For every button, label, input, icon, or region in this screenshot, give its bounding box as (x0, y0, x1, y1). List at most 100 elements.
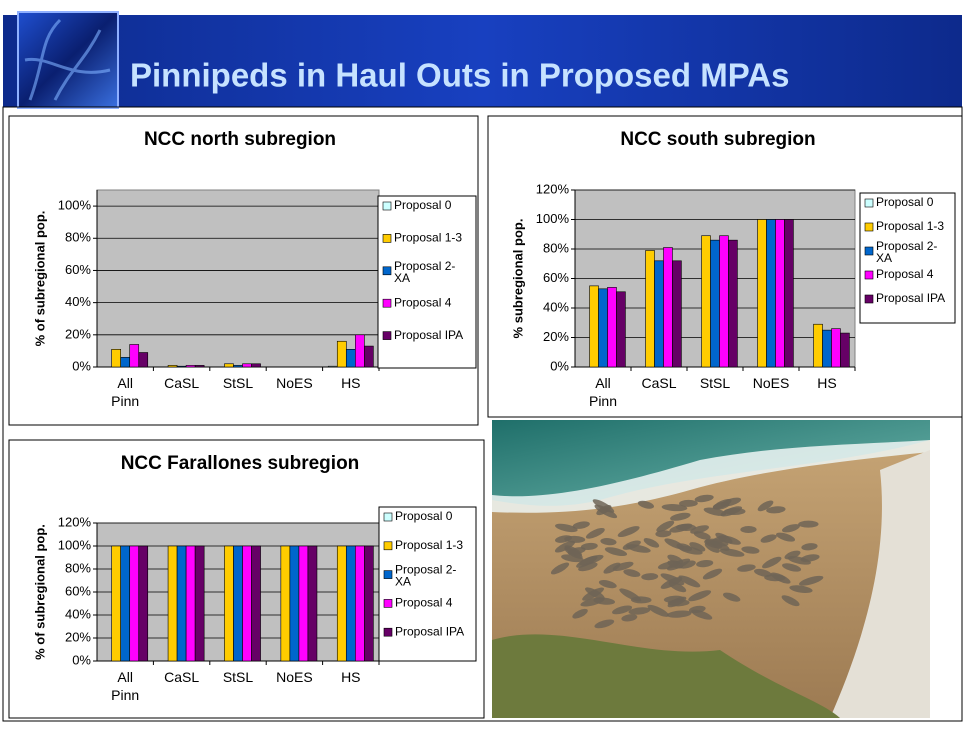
bar (186, 365, 195, 367)
x-tick-label: HS (341, 375, 360, 391)
bar (814, 324, 823, 367)
legend-box (378, 196, 476, 368)
bar (672, 261, 681, 367)
bar (346, 349, 355, 367)
x-tick-label-line: Pinn (111, 393, 139, 409)
x-tick-label-line: All (595, 375, 611, 391)
x-tick-label: CaSL (164, 375, 199, 391)
y-tick-label: 40% (65, 294, 91, 309)
x-tick-label: StSL (223, 669, 254, 685)
legend-label-line: XA (395, 575, 411, 589)
y-tick-label: 120% (536, 181, 570, 196)
bar (224, 364, 233, 367)
legend-swatch (384, 542, 392, 550)
x-tick-label-line: CaSL (164, 669, 199, 685)
bar (243, 364, 252, 367)
legend-swatch (383, 234, 391, 242)
legend-swatch (383, 202, 391, 210)
x-tick-label: HS (341, 669, 360, 685)
slide: Pinnipeds in Haul Outs in Proposed MPAs … (0, 0, 965, 729)
bar (130, 546, 139, 661)
bar (224, 546, 233, 661)
bar (655, 261, 664, 367)
legend-label: Proposal 0 (395, 509, 453, 523)
bar (590, 286, 599, 367)
legend-label: Proposal 0 (394, 198, 452, 212)
y-tick-label: 40% (543, 299, 569, 314)
x-tick-label-line: Pinn (589, 393, 617, 409)
x-tick-label-line: HS (341, 669, 360, 685)
chart-title: NCC north subregion (144, 129, 336, 150)
y-tick-label: 60% (65, 583, 91, 598)
bar (711, 240, 720, 367)
x-tick-label-line: CaSL (164, 375, 199, 391)
bar (364, 546, 373, 661)
x-tick-label-line: NoES (753, 375, 790, 391)
bar (233, 365, 242, 367)
x-tick-label: StSL (700, 375, 731, 391)
x-tick-label: NoES (753, 375, 790, 391)
y-tick-label: 60% (543, 270, 569, 285)
y-tick-label: 0% (72, 652, 91, 667)
bar (784, 220, 793, 368)
y-axis-label: % subregional pop. (510, 219, 525, 339)
bar (337, 341, 346, 367)
legend-label: Proposal 0 (876, 195, 934, 209)
x-tick-label: CaSL (164, 669, 199, 685)
y-tick-label: 100% (58, 537, 92, 552)
x-tick-label-line: All (117, 375, 133, 391)
x-tick-label: NoES (276, 375, 313, 391)
bar (112, 546, 121, 661)
bar (299, 546, 308, 661)
bar (121, 546, 130, 661)
bar (616, 292, 625, 367)
x-tick-label-line: NoES (276, 375, 313, 391)
y-tick-label: 0% (72, 358, 91, 373)
bar (186, 546, 195, 661)
legend-swatch (384, 628, 392, 636)
bar (775, 220, 784, 368)
seal (740, 526, 756, 533)
bar (168, 365, 177, 367)
bar (607, 287, 616, 367)
chart-title: NCC Farallones subregion (121, 453, 360, 474)
legend-label: Proposal 1-3 (876, 219, 944, 233)
y-tick-label: 100% (536, 211, 570, 226)
x-tick-label-line: StSL (223, 669, 254, 685)
bar (646, 250, 655, 367)
x-tick-label: HS (817, 375, 836, 391)
y-tick-label: 80% (543, 240, 569, 255)
bar (177, 546, 186, 661)
bar (663, 248, 672, 367)
x-tick-label-line: NoES (276, 669, 313, 685)
bar (702, 236, 711, 367)
chart-title: NCC south subregion (620, 129, 815, 150)
bar (177, 366, 186, 367)
x-tick-label: CaSL (641, 375, 676, 391)
bar (758, 220, 767, 368)
x-tick-label: NoES (276, 669, 313, 685)
bar (364, 346, 373, 367)
bar (831, 329, 840, 367)
legend-label-line: XA (394, 271, 410, 285)
bar (599, 289, 608, 367)
bar (121, 357, 130, 367)
x-tick-label: StSL (223, 375, 254, 391)
y-tick-label: 20% (543, 329, 569, 344)
legend-label: Proposal 1-3 (395, 538, 463, 552)
bar (840, 333, 849, 367)
slide-title: Pinnipeds in Haul Outs in Proposed MPAs (130, 57, 789, 94)
y-tick-label: 80% (65, 560, 91, 575)
x-tick-label-line: StSL (700, 375, 731, 391)
bar (328, 366, 337, 367)
x-tick-label-line: HS (817, 375, 836, 391)
x-tick-label-line: HS (341, 375, 360, 391)
plot-area (97, 190, 379, 367)
legend-label: Proposal IPA (395, 624, 464, 638)
x-tick-label-line: Pinn (111, 687, 139, 703)
legend-swatch (384, 513, 392, 521)
bar (728, 240, 737, 367)
x-tick-label-line: StSL (223, 375, 254, 391)
legend-label: Proposal IPA (394, 328, 463, 342)
bar (112, 349, 121, 367)
